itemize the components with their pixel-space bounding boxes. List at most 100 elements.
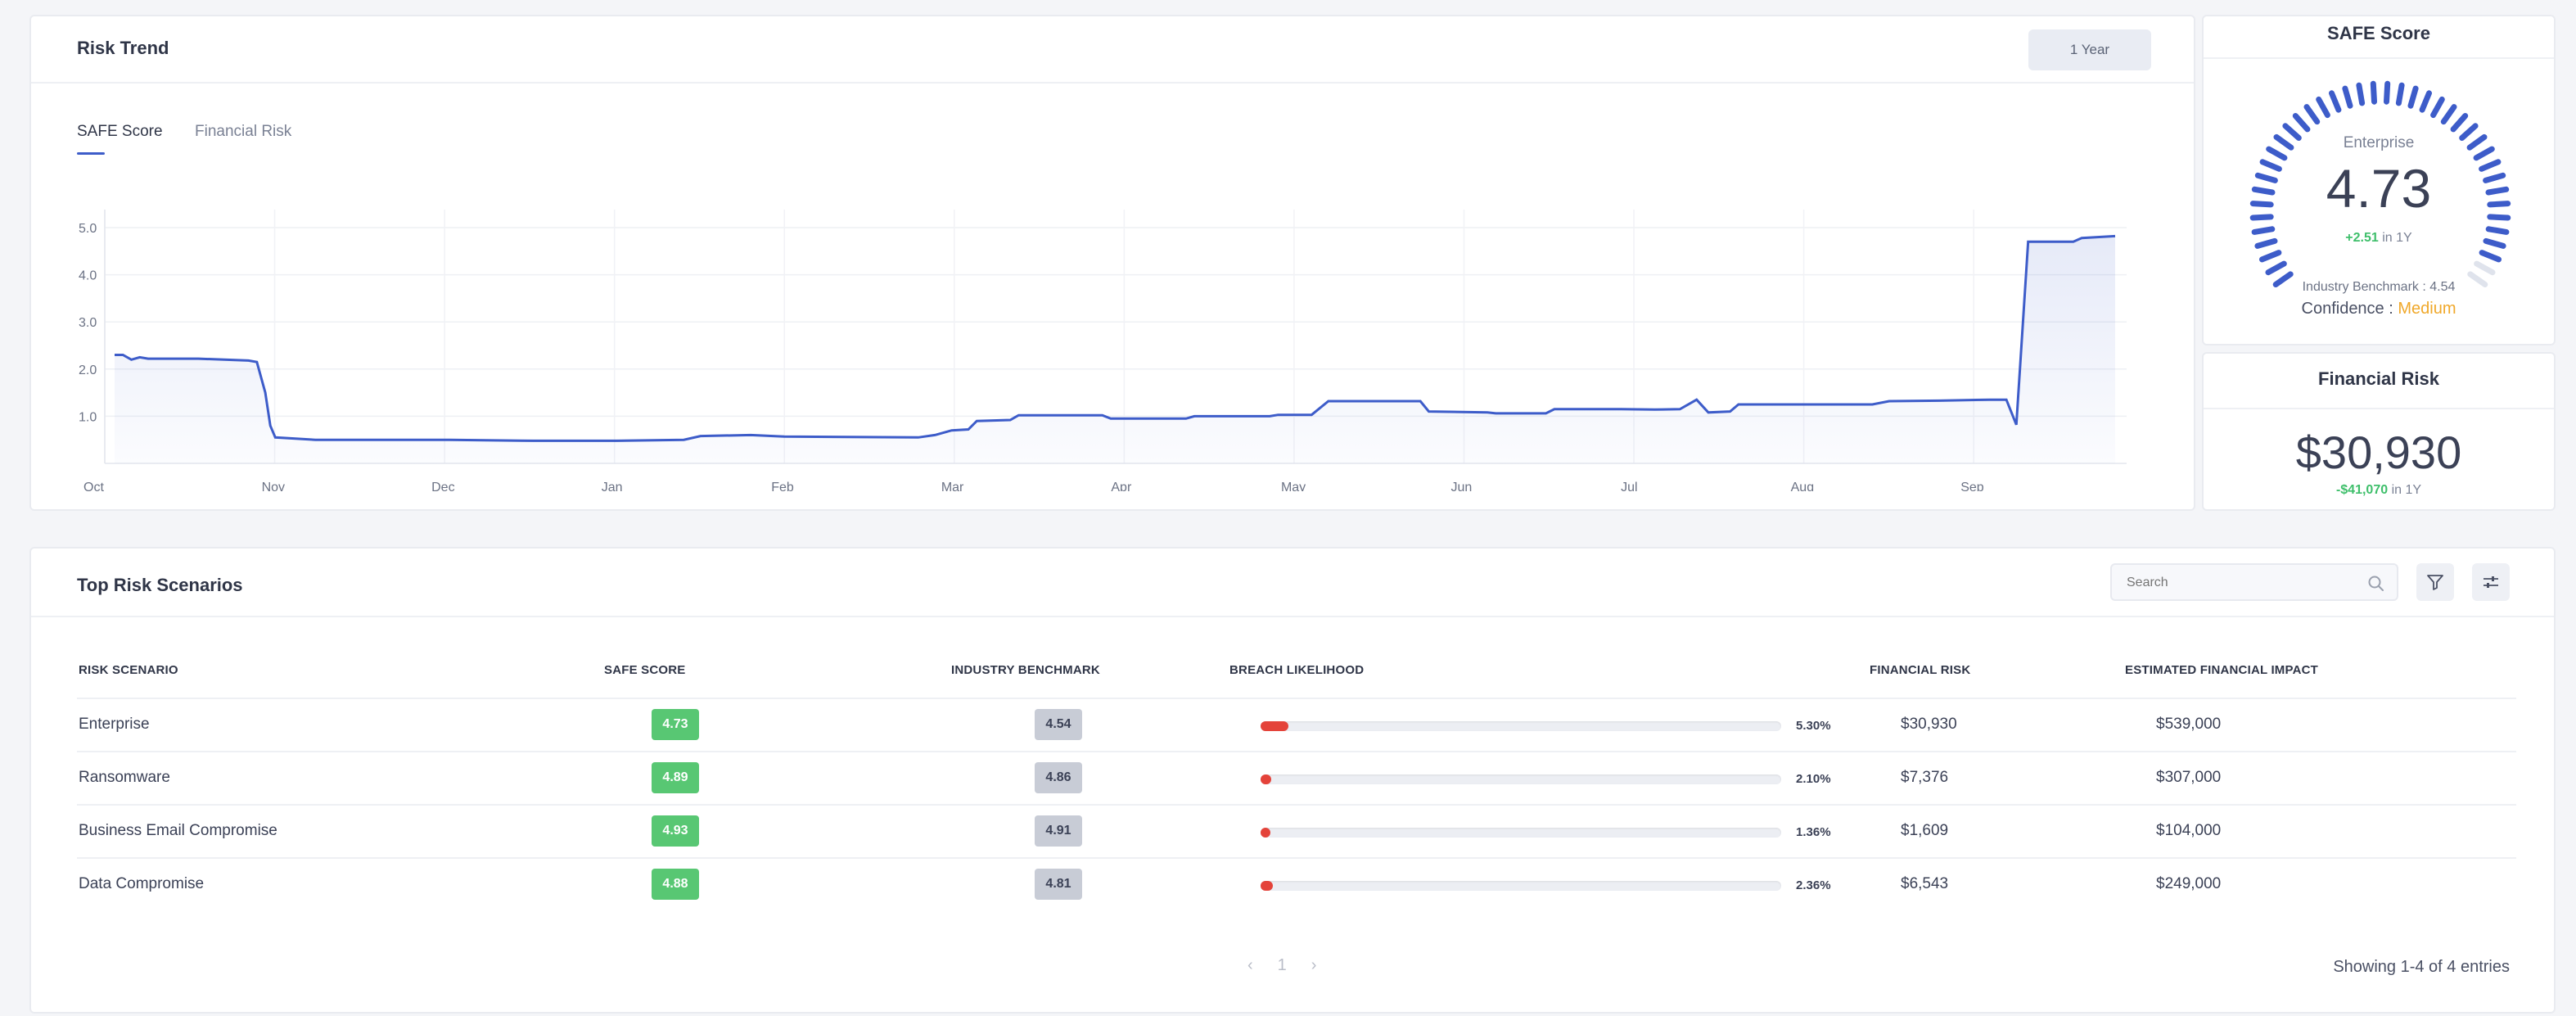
safe-score-card: SAFE Score Enterprise 4.73 +2.51 in 1Y I… (2202, 15, 2556, 345)
breach-likelihood-bar (1261, 774, 1781, 784)
column-header-estimated-financial-impact[interactable]: ESTIMATED FINANCIAL IMPACT (2125, 663, 2319, 677)
breach-likelihood-fill (1261, 774, 1272, 784)
gauge-tick (2303, 104, 2321, 125)
gauge-tick (2249, 201, 2274, 208)
gauge-tick (2459, 123, 2479, 141)
confidence: Confidence : Medium (2204, 300, 2554, 318)
gauge-tick (2479, 250, 2502, 263)
gauge-tick (2249, 214, 2274, 221)
gauge-tick (2440, 104, 2457, 125)
gauge-tick (2407, 85, 2419, 109)
x-tick-label: Jan (602, 481, 623, 491)
risk-scenario-name[interactable]: Data Compromise (79, 875, 205, 892)
breach-likelihood-value: 1.36% (1796, 825, 1831, 839)
safe-score-badge: 4.89 (652, 762, 699, 793)
gauge-tick (2266, 146, 2288, 161)
gauge-tick (2254, 172, 2278, 183)
gauge-tick (2395, 82, 2405, 106)
estimated-impact-value: $539,000 (2156, 716, 2222, 733)
divider (31, 616, 2554, 617)
gauge-tick (2259, 250, 2282, 263)
gauge-label: Enterprise (2343, 134, 2415, 151)
x-tick-label: Apr (1111, 481, 1132, 491)
risk-scenario-name[interactable]: Ransomware (79, 769, 170, 786)
table-row[interactable]: Ransomware 4.89 4.86 2.10% $7,376 $307,000 (77, 751, 2516, 805)
y-tick-label: 2.0 (79, 364, 97, 377)
gauge-tick (2483, 172, 2506, 183)
gauge-tick (2430, 96, 2445, 119)
gauge-score: 4.73 (2326, 158, 2432, 219)
breach-likelihood-bar (1261, 881, 1781, 891)
risk-scenario-name[interactable]: Business Email Compromise (79, 822, 277, 839)
x-tick-label: Mar (941, 481, 964, 491)
range-1-year-button[interactable]: 1 Year (2028, 29, 2151, 70)
gauge-tick (2473, 146, 2495, 161)
risk-trend-chart: 1.0 2.0 3.0 4.0 5.0 Oct Nov Dec Jan Feb Mar Apr May… (79, 210, 2127, 491)
tab-safe-score[interactable]: SAFE Score (77, 123, 163, 140)
y-tick-label: 5.0 (79, 222, 97, 236)
confidence-value: Medium (2398, 300, 2456, 318)
column-header-industry-benchmark[interactable]: INDUSTRY BENCHMARK (951, 663, 1100, 677)
safe-score-badge: 4.73 (652, 709, 699, 740)
x-tick-label: Nov (262, 481, 285, 491)
industry-benchmark-badge: 4.91 (1035, 815, 1082, 847)
column-header-risk-scenario[interactable]: RISK SCENARIO (79, 663, 178, 677)
gauge-tick (2419, 90, 2432, 113)
breach-likelihood-value: 2.10% (1796, 772, 1831, 786)
filter-button[interactable] (2416, 563, 2454, 601)
x-tick-label: Sep (1960, 481, 1984, 491)
breach-likelihood-fill (1261, 721, 1288, 731)
breach-likelihood-value: 5.30% (1796, 719, 1831, 733)
next-page-button[interactable]: › (1311, 956, 1317, 974)
search-box[interactable] (2110, 563, 2398, 601)
estimated-impact-value: $307,000 (2156, 769, 2222, 786)
column-header-safe-score[interactable]: SAFE SCORE (604, 663, 686, 677)
column-settings-button[interactable] (2472, 563, 2510, 601)
gauge-tick (2251, 226, 2276, 235)
x-tick-label: Aug (1791, 481, 1814, 491)
industry-benchmark: Industry Benchmark : 4.54 (2302, 280, 2456, 294)
risk-trend-card: Risk Trend 1 Year SAFE Score Financial R… (29, 15, 2195, 511)
industry-benchmark-badge: 4.54 (1035, 709, 1082, 740)
financial-risk-value: $30,930 (2295, 427, 2462, 478)
breach-likelihood-fill (1261, 828, 1270, 838)
x-tick-label: Feb (771, 481, 794, 491)
divider (31, 82, 2194, 84)
table-row[interactable]: Enterprise 4.73 4.54 5.30% $30,930 $539,000 (77, 698, 2516, 752)
y-tick-label: 3.0 (79, 316, 97, 330)
y-tick-label: 1.0 (79, 410, 97, 424)
gauge-tick (2272, 271, 2294, 287)
table-row[interactable]: Data Compromise 4.88 4.81 2.36% $6,543 $249,0… (77, 857, 2516, 911)
estimated-impact-value: $104,000 (2156, 822, 2222, 839)
breach-likelihood-fill (1261, 881, 1273, 891)
gauge-tick (2450, 113, 2469, 133)
top-risk-scenarios-card: Top Risk Scenarios RISK SCENARIO SAFE SC… (29, 547, 2556, 1014)
page-number[interactable]: 1 (1277, 956, 1287, 974)
y-tick-label: 4.0 (79, 269, 97, 283)
safe-score-title: SAFE Score (2327, 23, 2430, 43)
x-tick-label: Jun (1451, 481, 1473, 491)
breach-likelihood-bar (1261, 721, 1781, 731)
table-row[interactable]: Business Email Compromise 4.93 4.91 1.36% $1… (77, 804, 2516, 858)
risk-scenario-name[interactable]: Enterprise (79, 716, 150, 733)
x-tick-label: May (1281, 481, 1306, 491)
divider (2204, 57, 2554, 59)
search-icon[interactable] (2367, 575, 2385, 593)
breach-likelihood-bar (1261, 828, 1781, 838)
confidence-label: Confidence : (2301, 300, 2398, 318)
tab-financial-risk[interactable]: Financial Risk (195, 123, 292, 140)
column-header-breach-likelihood[interactable]: BREACH LIKELIHOOD (1229, 663, 1365, 677)
prev-page-button[interactable]: ‹ (1247, 956, 1253, 974)
filter-icon (2427, 575, 2443, 590)
safe-score-gauge (2249, 80, 2511, 287)
series-area (115, 236, 2115, 463)
financial-risk-value: $1,609 (1901, 822, 1949, 839)
financial-risk-value: $6,543 (1901, 875, 1949, 892)
gauge-tick (2474, 260, 2496, 276)
score-delta-value: +2.51 (2345, 231, 2379, 245)
column-header-financial-risk[interactable]: FINANCIAL RISK (1870, 663, 1971, 677)
score-delta-suffix: in 1Y (2378, 231, 2412, 245)
gauge-tick (2485, 186, 2510, 196)
gauge-tick (2316, 96, 2330, 119)
search-input[interactable] (2125, 570, 2366, 596)
